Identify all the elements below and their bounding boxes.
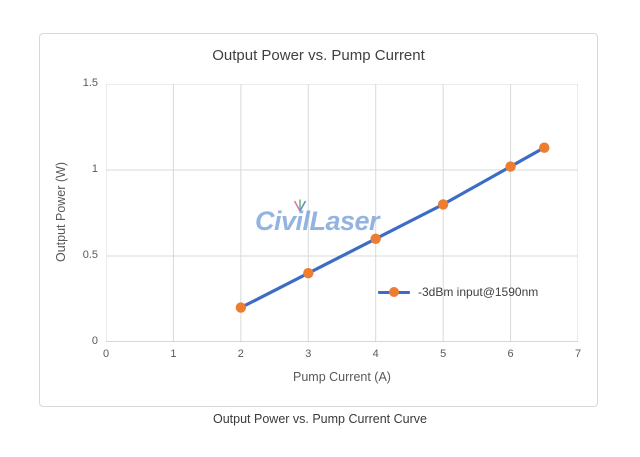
legend-label: -3dBm input@1590nm — [418, 285, 539, 299]
line-chart-canvas — [106, 84, 578, 342]
data-point-marker — [539, 142, 550, 153]
y-tick-label: 0 — [91, 335, 98, 347]
x-tick-label: 5 — [440, 348, 447, 360]
legend-marker — [389, 287, 399, 297]
y-tick-label: 1 — [91, 163, 98, 175]
legend-line-swatch — [378, 287, 410, 297]
x-tick-label: 3 — [305, 348, 312, 360]
chart-title: Output Power vs. Pump Current — [212, 47, 425, 64]
data-point-marker — [235, 302, 247, 313]
y-tick-label: 0.5 — [82, 249, 98, 261]
data-point-marker — [437, 199, 449, 210]
y-axis-ticks: 0 0.5 1 1.5 — [56, 77, 98, 347]
plot-area — [106, 84, 578, 342]
x-tick-label: 0 — [102, 348, 110, 360]
data-point-marker — [303, 268, 314, 279]
figure-caption: Output Power vs. Pump Current Curve — [213, 412, 427, 426]
chart-box: Output Power vs. Pump Current Output Pow… — [39, 33, 598, 407]
x-tick-label: 1 — [170, 348, 177, 360]
legend: -3dBm input@1590nm — [378, 285, 538, 299]
x-tick-label: 6 — [507, 348, 514, 360]
y-tick-label: 1.5 — [82, 77, 98, 89]
x-tick-label: 4 — [372, 348, 379, 360]
x-tick-label: 7 — [574, 348, 582, 360]
data-point-marker — [370, 233, 381, 244]
x-tick-label: 2 — [237, 348, 244, 360]
x-axis-ticks: 0 1 2 3 4 5 6 7 — [103, 348, 581, 362]
data-point-marker — [505, 161, 516, 172]
x-axis-label: Pump Current (A) — [293, 370, 391, 384]
